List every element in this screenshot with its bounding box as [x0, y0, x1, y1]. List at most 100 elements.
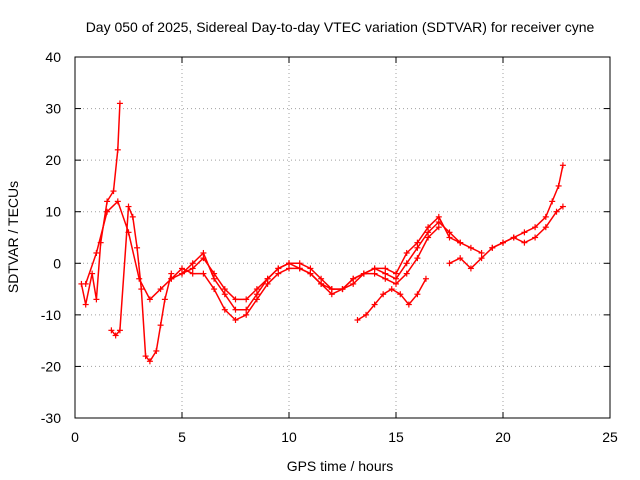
- data-point: [179, 270, 185, 277]
- data-point: [414, 255, 421, 262]
- data-point: [114, 198, 121, 205]
- x-tick-label: 25: [602, 429, 618, 445]
- data-point: [397, 291, 404, 298]
- data-point: [286, 265, 292, 272]
- data-point: [371, 301, 378, 308]
- data-point: [446, 260, 453, 267]
- data-point: [478, 249, 485, 256]
- data-point: [253, 296, 260, 303]
- data-point: [114, 146, 121, 153]
- data-point: [221, 286, 228, 293]
- y-tick-label: 0: [53, 255, 61, 271]
- series-line: [170, 226, 440, 321]
- data-point: [142, 353, 149, 360]
- data-point: [264, 275, 271, 282]
- data-point: [457, 255, 464, 262]
- data-point: [211, 275, 218, 282]
- data-point: [350, 280, 357, 287]
- data-point: [553, 208, 560, 215]
- data-point: [414, 291, 421, 298]
- data-point: [559, 162, 566, 169]
- data-point: [393, 275, 399, 282]
- data-point: [363, 311, 370, 318]
- series-track-d: [354, 275, 429, 324]
- y-tick-label: -10: [41, 307, 61, 323]
- data-point: [521, 239, 528, 246]
- data-point: [388, 286, 395, 293]
- data-point: [559, 203, 566, 210]
- data-point: [221, 306, 228, 313]
- data-point: [232, 296, 239, 303]
- x-tick-label: 0: [71, 429, 79, 445]
- data-point: [354, 317, 361, 324]
- data-point: [425, 234, 432, 241]
- data-point: [542, 224, 549, 231]
- y-tick-label: 20: [45, 152, 61, 168]
- data-point: [153, 347, 160, 354]
- data-point: [435, 213, 442, 220]
- data-point: [425, 229, 432, 236]
- grid-lines: [75, 57, 610, 418]
- data-point: [307, 270, 314, 277]
- x-tick-label: 20: [495, 429, 511, 445]
- data-point: [243, 296, 250, 303]
- data-point: [136, 275, 143, 282]
- data-point: [360, 270, 367, 277]
- data-point: [116, 327, 123, 334]
- data-point: [350, 275, 357, 282]
- data-point: [89, 270, 96, 277]
- data-point: [405, 301, 412, 308]
- data-point: [393, 270, 399, 277]
- data-point: [275, 270, 282, 277]
- data-point: [435, 219, 442, 226]
- data-point: [403, 249, 410, 256]
- data-point: [318, 275, 325, 282]
- series-track-e: [446, 203, 566, 272]
- data-point: [138, 286, 145, 293]
- x-tick-label: 15: [388, 429, 404, 445]
- data-point: [116, 100, 123, 107]
- data-point: [435, 224, 442, 231]
- chart-title: Day 050 of 2025, Sidereal Day-to-day VTE…: [86, 19, 595, 35]
- data-point: [93, 296, 100, 303]
- data-point: [189, 260, 196, 267]
- data-point: [328, 286, 335, 293]
- data-point: [371, 265, 378, 272]
- series-track-b: [179, 219, 464, 313]
- series-track-a: [82, 198, 485, 303]
- data-point: [189, 270, 196, 277]
- data-point: [157, 286, 164, 293]
- data-point: [296, 260, 303, 267]
- data-point: [371, 270, 378, 277]
- x-axis-label: GPS time / hours: [287, 458, 394, 474]
- data-point: [189, 265, 196, 272]
- data-point: [339, 286, 346, 293]
- data-point: [489, 244, 496, 251]
- series-line: [110, 205, 173, 363]
- data-point: [532, 224, 539, 231]
- data-point: [275, 265, 282, 272]
- y-axis-label: SDTVAR / TECUs: [5, 181, 21, 293]
- data-point: [253, 286, 260, 293]
- data-point: [243, 306, 250, 313]
- data-point: [125, 203, 132, 210]
- data-point: [478, 255, 485, 262]
- data-point: [422, 275, 429, 282]
- series-line: [357, 278, 427, 321]
- data-point: [521, 229, 528, 236]
- data-point: [328, 291, 335, 298]
- data-point: [307, 265, 314, 272]
- data-point: [264, 280, 271, 287]
- data-point: [318, 280, 325, 287]
- data-point: [221, 291, 228, 298]
- data-point: [296, 265, 303, 272]
- data-point: [200, 270, 207, 277]
- series-track-f: [489, 162, 566, 251]
- data-point: [446, 229, 453, 236]
- data-point: [380, 291, 387, 298]
- x-tick-label: 5: [178, 429, 186, 445]
- axes: 0 5 10 15 20 25 -30 -20 -10 0 10 20 30 40: [41, 49, 618, 445]
- data-point: [403, 260, 410, 267]
- data-point: [532, 234, 539, 241]
- data-point: [500, 239, 506, 246]
